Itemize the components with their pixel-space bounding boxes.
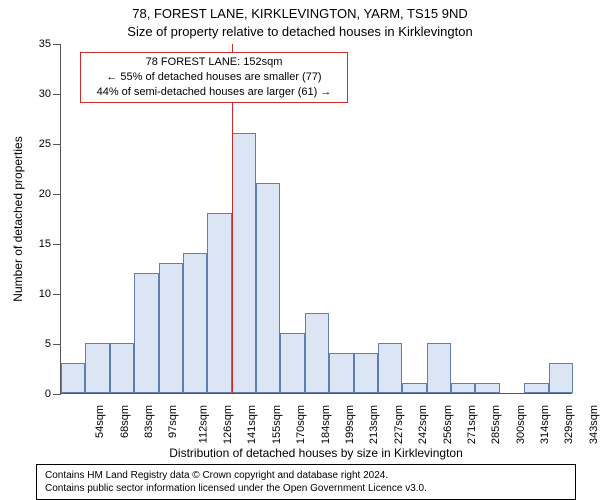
chart-title-line2: Size of property relative to detached ho… <box>0 24 600 39</box>
x-tick-label: 314sqm <box>539 405 551 444</box>
footer-box: Contains HM Land Registry data © Crown c… <box>36 464 576 500</box>
histogram-bar <box>85 343 109 393</box>
annotation-line: 78 FOREST LANE: 152sqm <box>87 55 341 70</box>
x-tick-label: 68sqm <box>119 405 131 438</box>
y-tick <box>53 294 61 295</box>
x-tick-label: 83sqm <box>143 405 155 438</box>
histogram-bar <box>134 273 158 393</box>
histogram-bar <box>378 343 402 393</box>
histogram-bar <box>61 363 85 393</box>
y-tick <box>53 144 61 145</box>
x-tick-label: 271sqm <box>466 405 478 444</box>
y-tick-label: 25 <box>39 138 51 150</box>
y-tick <box>53 394 61 395</box>
y-tick-label: 5 <box>45 338 51 350</box>
footer-line: Contains public sector information licen… <box>45 482 567 495</box>
histogram-bar <box>183 253 207 393</box>
x-tick-label: 199sqm <box>344 405 356 444</box>
x-tick-label: 54sqm <box>94 405 106 438</box>
y-tick-label: 15 <box>39 238 51 250</box>
histogram-bar <box>427 343 451 393</box>
y-tick-label: 30 <box>39 88 51 100</box>
x-tick-label: 256sqm <box>442 405 454 444</box>
histogram-bar <box>354 353 378 393</box>
histogram-bar <box>475 383 499 393</box>
footer-line: Contains HM Land Registry data © Crown c… <box>45 469 567 482</box>
histogram-bar <box>402 383 426 393</box>
x-tick-label: 329sqm <box>564 405 576 444</box>
histogram-bar <box>256 183 280 393</box>
histogram-bar <box>305 313 329 393</box>
annotation-box: 78 FOREST LANE: 152sqm ← 55% of detached… <box>80 52 348 103</box>
chart-title-line1: 78, FOREST LANE, KIRKLEVINGTON, YARM, TS… <box>0 6 600 21</box>
y-axis-label: Number of detached properties <box>11 136 25 301</box>
x-tick-label: 227sqm <box>393 405 405 444</box>
x-tick-label: 141sqm <box>247 405 259 444</box>
histogram-bar <box>232 133 256 393</box>
x-tick-label: 184sqm <box>320 405 332 444</box>
y-tick-label: 35 <box>39 38 51 50</box>
y-tick <box>53 194 61 195</box>
histogram-bar <box>451 383 475 393</box>
x-tick-label: 285sqm <box>490 405 502 444</box>
x-tick-label: 97sqm <box>167 405 179 438</box>
x-tick-label: 170sqm <box>295 405 307 444</box>
y-tick <box>53 244 61 245</box>
histogram-bar <box>207 213 231 393</box>
histogram-bar <box>110 343 134 393</box>
annotation-line: 44% of semi-detached houses are larger (… <box>87 85 341 100</box>
y-tick-label: 10 <box>39 288 51 300</box>
y-tick <box>53 44 61 45</box>
x-tick-label: 155sqm <box>271 405 283 444</box>
histogram-bar <box>329 353 353 393</box>
histogram-bar <box>524 383 548 393</box>
x-axis-label: Distribution of detached houses by size … <box>169 446 463 460</box>
histogram-bar <box>159 263 183 393</box>
histogram-bar <box>549 363 573 393</box>
y-tick-label: 20 <box>39 188 51 200</box>
x-tick-label: 112sqm <box>197 405 209 443</box>
y-tick <box>53 94 61 95</box>
x-tick-label: 343sqm <box>588 405 600 444</box>
y-tick-label: 0 <box>45 388 51 400</box>
histogram-bar <box>280 333 304 393</box>
y-tick <box>53 344 61 345</box>
annotation-line: ← 55% of detached houses are smaller (77… <box>87 70 341 85</box>
x-tick-label: 126sqm <box>222 405 234 444</box>
x-tick-label: 213sqm <box>369 405 381 444</box>
x-tick-label: 242sqm <box>417 405 429 444</box>
x-tick-label: 300sqm <box>515 405 527 444</box>
